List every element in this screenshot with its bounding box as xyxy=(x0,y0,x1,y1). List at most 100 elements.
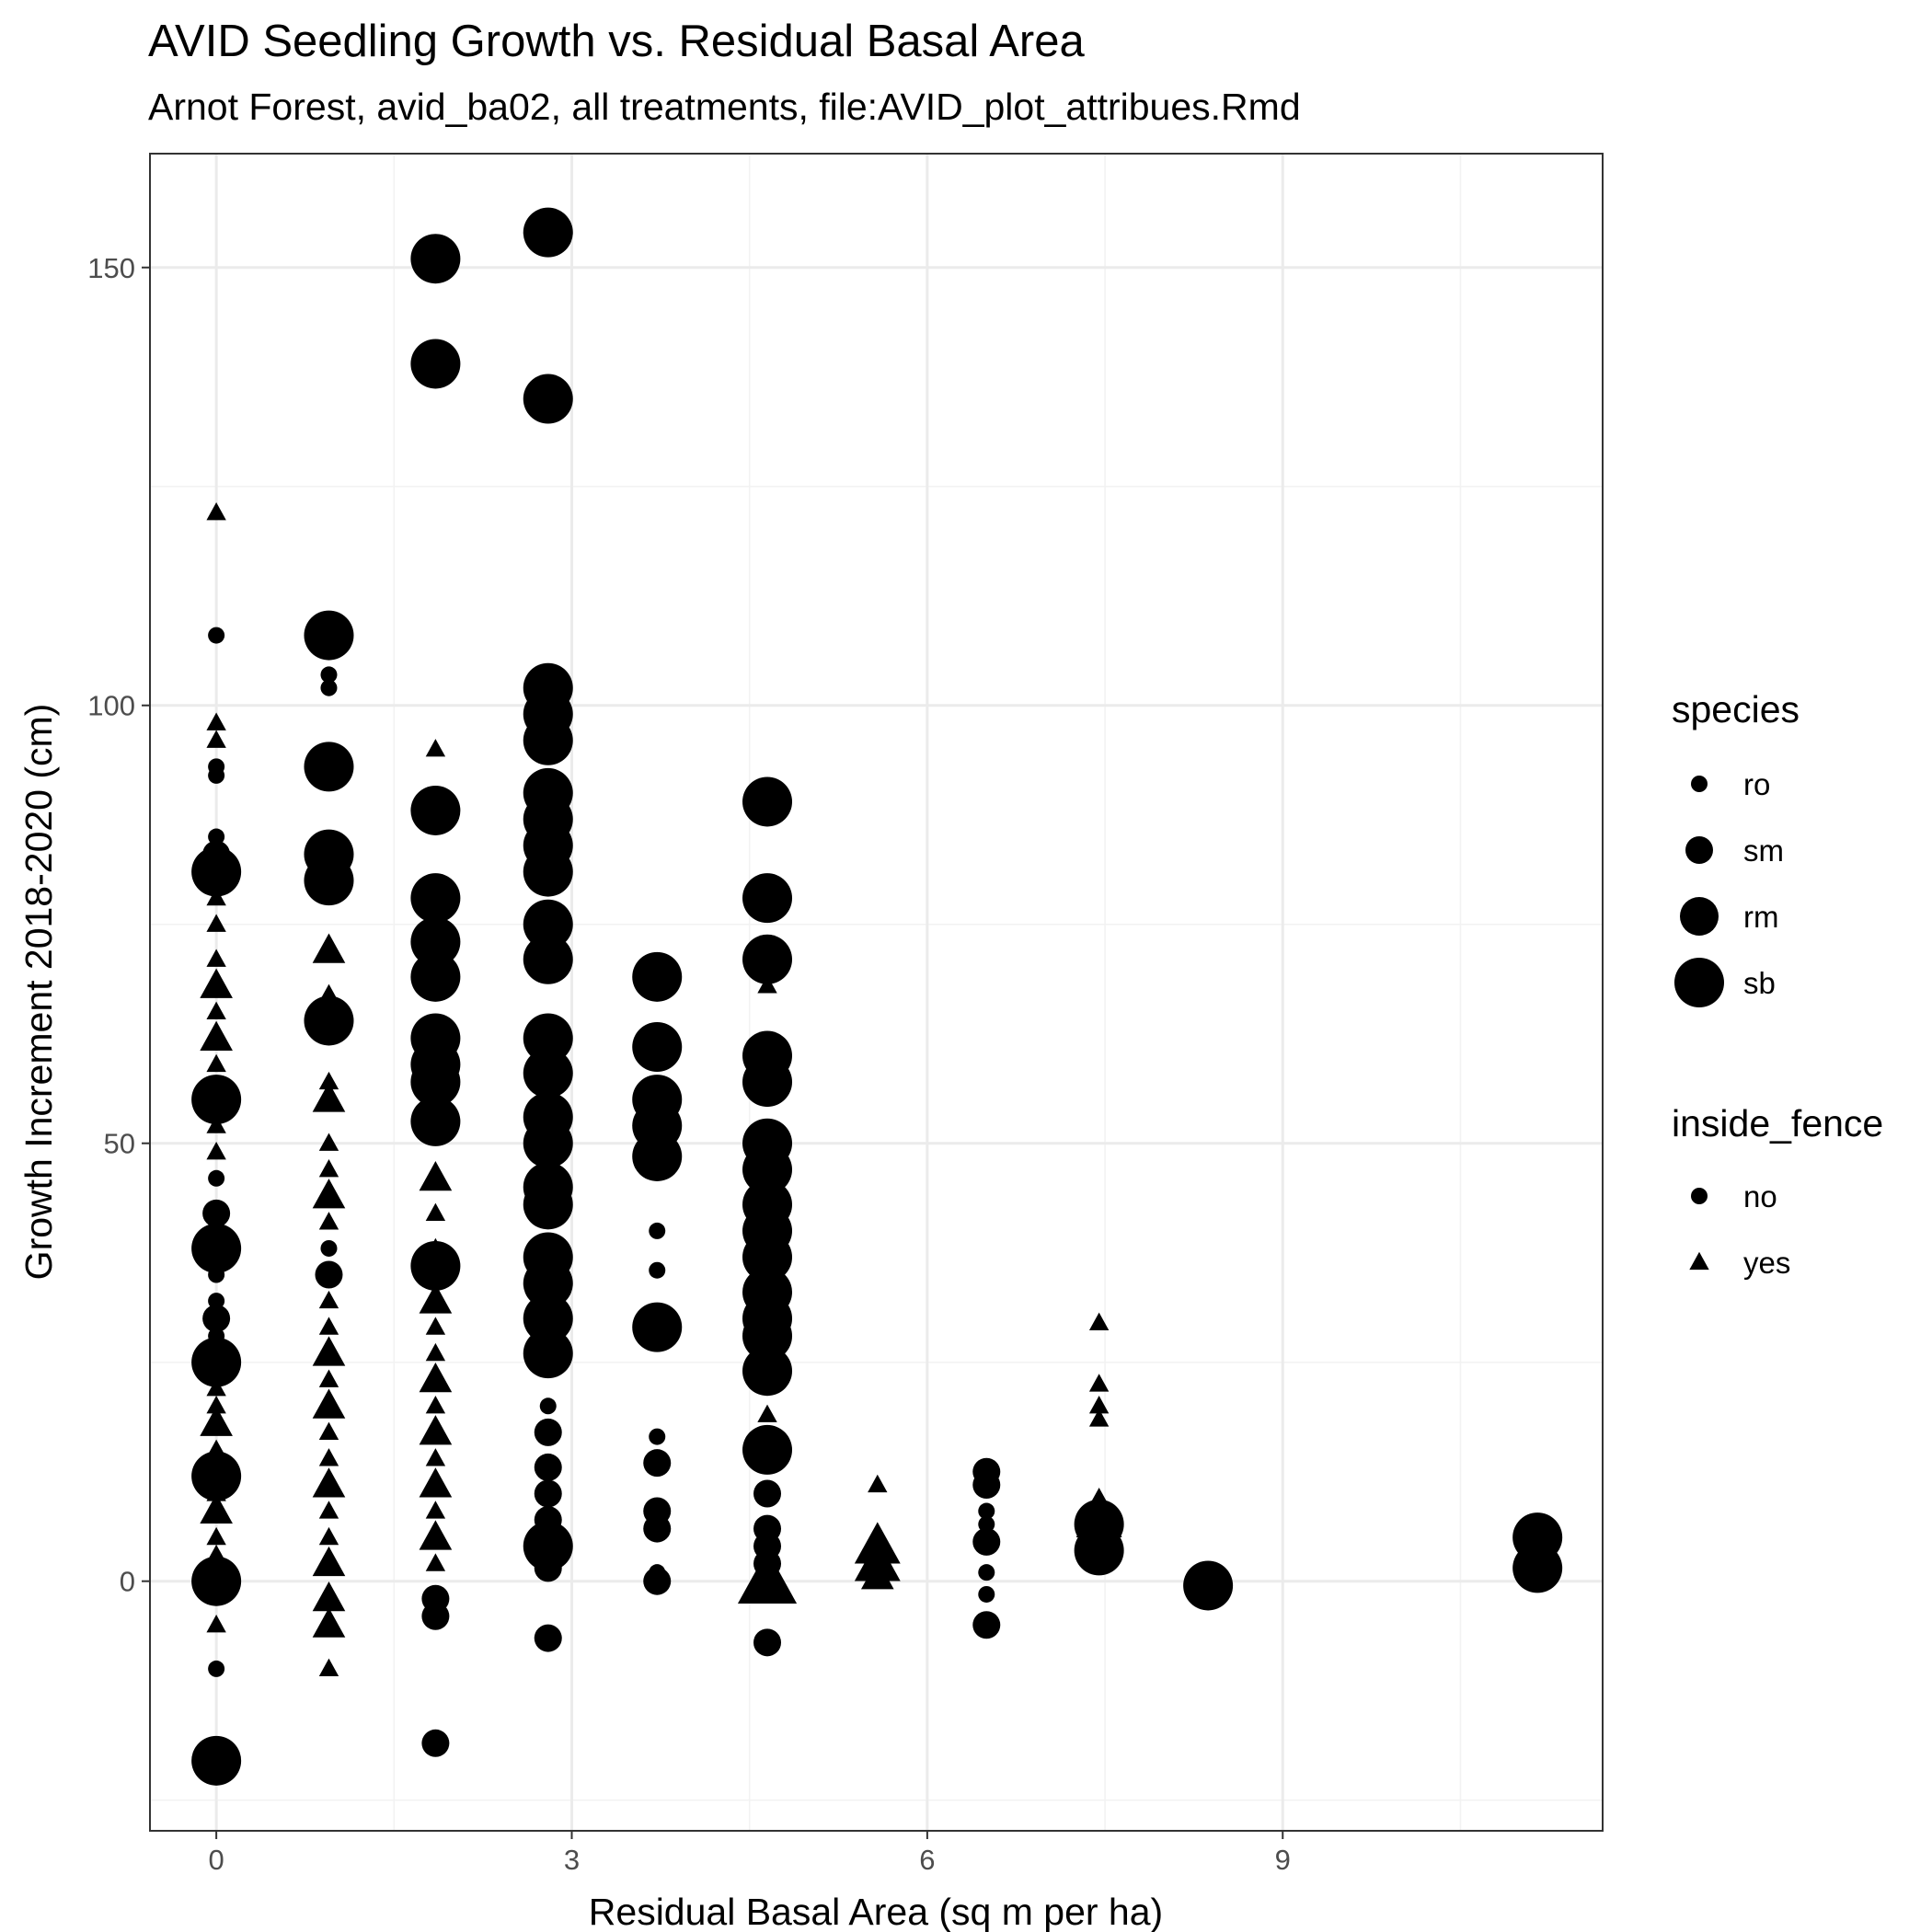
data-point xyxy=(978,1585,995,1603)
data-point xyxy=(523,934,573,984)
data-point xyxy=(978,1564,995,1581)
data-point xyxy=(643,1514,672,1543)
data-point xyxy=(649,1261,666,1279)
x-axis-title: Residual Basal Area (sq m per ha) xyxy=(589,1891,1163,1932)
legend-label-sm: sm xyxy=(1743,834,1784,868)
data-point xyxy=(523,846,573,897)
data-point xyxy=(191,1451,242,1501)
data-point xyxy=(860,1559,894,1590)
data-point xyxy=(632,1302,683,1352)
data-point xyxy=(318,1317,339,1335)
data-point xyxy=(318,1658,339,1676)
data-point xyxy=(419,1520,453,1550)
data-point xyxy=(1088,1396,1110,1414)
y-tick-label: 50 xyxy=(104,1128,135,1160)
data-point xyxy=(419,1362,453,1393)
data-point xyxy=(425,1396,446,1414)
data-point xyxy=(208,1660,225,1677)
data-point xyxy=(318,1212,339,1230)
data-point xyxy=(425,1202,446,1221)
data-point xyxy=(208,766,225,784)
data-point xyxy=(318,1448,339,1466)
y-tick-label: 150 xyxy=(87,252,135,284)
data-point xyxy=(419,1161,453,1191)
data-point xyxy=(742,1346,793,1397)
data-point xyxy=(1088,1374,1110,1392)
data-point xyxy=(200,1020,233,1051)
data-point xyxy=(534,1479,562,1508)
data-point xyxy=(523,1259,573,1309)
data-point xyxy=(425,1342,446,1362)
data-point xyxy=(410,1240,461,1291)
data-point xyxy=(523,1328,573,1379)
data-point xyxy=(643,1567,672,1595)
y-tick-label: 0 xyxy=(120,1566,135,1598)
data-point xyxy=(208,1293,225,1310)
data-point xyxy=(737,1549,798,1604)
data-point xyxy=(425,1448,446,1466)
data-points xyxy=(191,207,1563,1786)
data-point xyxy=(206,949,226,967)
data-point xyxy=(523,1048,573,1098)
data-point xyxy=(632,1021,683,1072)
plot-border xyxy=(149,153,1604,1832)
data-point xyxy=(410,951,461,1002)
data-point xyxy=(320,1239,338,1257)
data-point xyxy=(312,1388,346,1419)
data-point xyxy=(410,1057,461,1108)
data-point xyxy=(318,1501,339,1519)
y-axis: 0 50 100 150 xyxy=(87,252,150,1598)
data-point xyxy=(206,1378,226,1397)
data-point xyxy=(208,627,225,644)
data-point xyxy=(191,1075,242,1125)
legend-label-sb: sb xyxy=(1743,966,1776,1000)
data-point xyxy=(523,1521,573,1571)
data-point xyxy=(643,1449,672,1478)
data-point xyxy=(1079,1535,1119,1575)
minor-gridlines xyxy=(150,154,1603,1831)
data-point xyxy=(410,339,461,389)
data-point xyxy=(753,1479,782,1508)
data-point xyxy=(410,234,461,284)
data-point xyxy=(425,1317,446,1335)
legend-label-no: no xyxy=(1743,1179,1777,1213)
data-point xyxy=(978,1515,995,1533)
data-point xyxy=(304,742,354,792)
chart-subtitle: Arnot Forest, avid_ba02, all treatments,… xyxy=(148,86,1301,128)
data-point xyxy=(318,1133,339,1151)
data-point xyxy=(318,1290,339,1309)
data-point xyxy=(523,1294,573,1344)
data-point xyxy=(312,1581,346,1612)
legend-title-inside-fence: inside_fence xyxy=(1672,1102,1883,1144)
data-point xyxy=(304,610,354,661)
data-point xyxy=(320,679,338,696)
x-tick-label: 9 xyxy=(1275,1844,1291,1876)
legend-key-yes xyxy=(1689,1251,1709,1271)
data-point xyxy=(206,502,226,521)
data-point xyxy=(206,1615,226,1633)
data-point xyxy=(523,1118,573,1168)
data-point xyxy=(1512,1543,1563,1593)
data-point xyxy=(534,1418,562,1446)
data-point xyxy=(318,1369,339,1387)
data-point xyxy=(978,1502,995,1520)
data-point xyxy=(742,776,793,827)
data-point xyxy=(202,1199,231,1227)
data-point xyxy=(757,1404,777,1422)
data-point xyxy=(419,1415,453,1445)
data-point xyxy=(419,1467,453,1498)
data-point xyxy=(425,1501,446,1519)
data-point xyxy=(206,712,226,730)
data-point xyxy=(742,1057,793,1108)
x-tick-label: 6 xyxy=(919,1844,935,1876)
data-point xyxy=(318,1071,339,1090)
data-point xyxy=(312,1179,346,1209)
data-point xyxy=(206,887,226,906)
data-point xyxy=(425,739,446,757)
data-point xyxy=(972,1527,1001,1556)
data-point xyxy=(208,828,225,845)
data-point xyxy=(191,846,242,897)
y-tick-label: 100 xyxy=(87,690,135,722)
data-point xyxy=(742,934,793,984)
